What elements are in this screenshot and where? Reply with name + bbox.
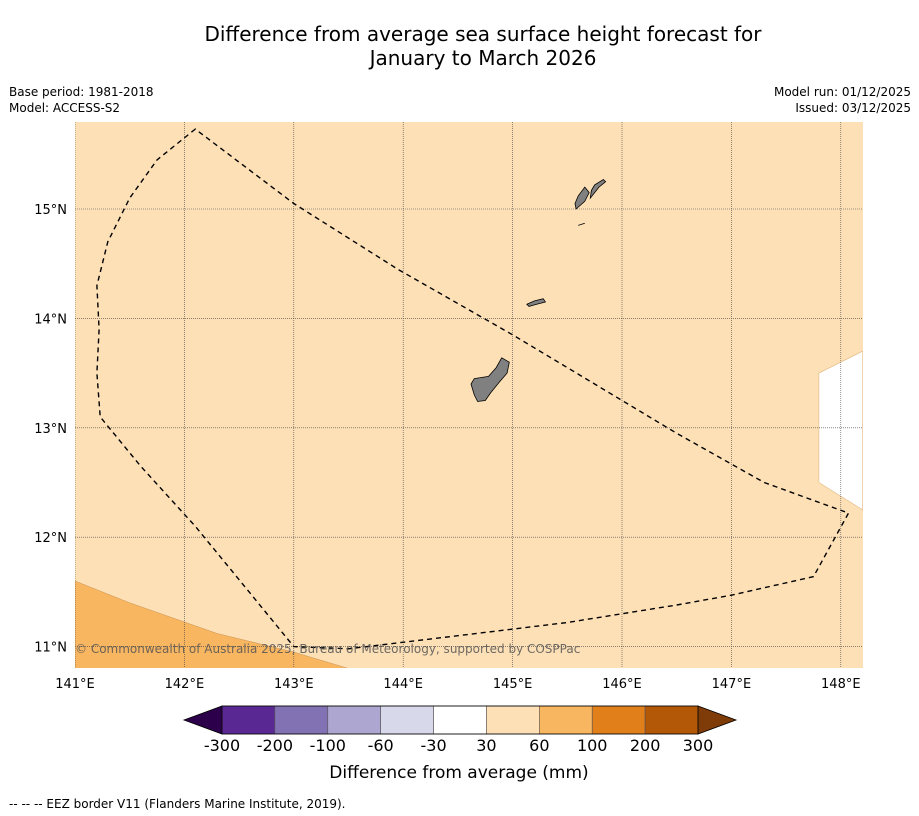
issued-date: Issued: 03/12/2025 (795, 101, 911, 115)
colorbar-tick-label: -30 (420, 736, 446, 755)
longitude-label: 145°E (493, 677, 533, 692)
longitude-label: 146°E (602, 677, 642, 692)
colorbar-title: Difference from average (mm) (329, 763, 588, 783)
longitude-labels: 141°E 142°E 143°E 144°E 145°E 146°E 147°E 148°E (55, 677, 860, 692)
colorbar-under-arrow (182, 705, 223, 735)
colorbar-segment (644, 705, 699, 735)
longitude-label: 143°E (274, 677, 314, 692)
footer-note: -- -- -- EEZ border V11 (Flanders Marine… (9, 797, 346, 811)
latitude-label: 12°N (34, 531, 67, 546)
latitude-label: 13°N (34, 422, 67, 437)
meta-left: Base period: 1981-2018 Model: ACCESS-S2 (9, 84, 154, 116)
latitude-label: 11°N (34, 641, 67, 656)
latitude-label: 15°N (34, 203, 67, 218)
graticule (75, 122, 863, 668)
title-line-2: January to March 2026 (369, 46, 597, 70)
island-shape (589, 178, 607, 200)
anomaly-band-30-60 (75, 122, 863, 668)
longitude-label: 144°E (383, 677, 423, 692)
meta-right: Model run: 01/12/2025 Issued: 03/12/2025 (774, 84, 911, 116)
colorbar-tick-label: -60 (368, 736, 394, 755)
map-title: Difference from average sea surface heig… (0, 22, 919, 70)
longitude-label: 141°E (55, 677, 95, 692)
colorbar-segment (591, 705, 646, 735)
colorbar-tick-label: -300 (204, 736, 240, 755)
longitude-label: 147°E (712, 677, 752, 692)
colorbar-segment (274, 705, 329, 735)
map-area: © Commonwealth of Australia 2025, Bureau… (75, 122, 863, 668)
latitude-label: 14°N (34, 312, 67, 327)
colorbar: -300 -200 -100 -60 -30 30 60 100 200 300 (182, 705, 738, 755)
latitude-labels: 15°N 14°N 13°N 12°N 11°N (34, 203, 67, 656)
colorbar-tick-label: 100 (577, 736, 608, 755)
longitude-label: 148°E (821, 677, 861, 692)
colorbar-segment (380, 705, 434, 735)
copyright-notice: © Commonwealth of Australia 2025, Bureau… (75, 642, 580, 656)
eez-border (96, 128, 850, 650)
colorbar-segment (486, 705, 540, 735)
base-period: Base period: 1981-2018 (9, 85, 154, 99)
colorbar-segment (221, 705, 276, 735)
colorbar-tick-label: -100 (310, 736, 346, 755)
colorbar-segment (539, 705, 593, 735)
land-masses (470, 178, 607, 402)
island-shape (470, 357, 510, 402)
colorbar-segment (327, 705, 381, 735)
colorbar-tick-label: 30 (476, 736, 496, 755)
longitude-label: 142°E (165, 677, 205, 692)
colorbar-tick-label: -200 (257, 736, 293, 755)
colorbar-segment (433, 705, 487, 735)
island-shape (578, 222, 585, 226)
colorbar-over-arrow (697, 705, 738, 735)
title-line-1: Difference from average sea surface heig… (204, 22, 762, 46)
model-run: Model run: 01/12/2025 (773, 85, 911, 99)
colorbar-tick-label: 300 (683, 736, 714, 755)
colorbar-frame (221, 705, 699, 735)
colorbar-tick-label: 60 (529, 736, 549, 755)
island-shape (574, 186, 590, 210)
colorbar-tick-label: 200 (630, 736, 661, 755)
island-shape (526, 298, 547, 307)
model-name: Model: ACCESS-S2 (9, 101, 121, 115)
